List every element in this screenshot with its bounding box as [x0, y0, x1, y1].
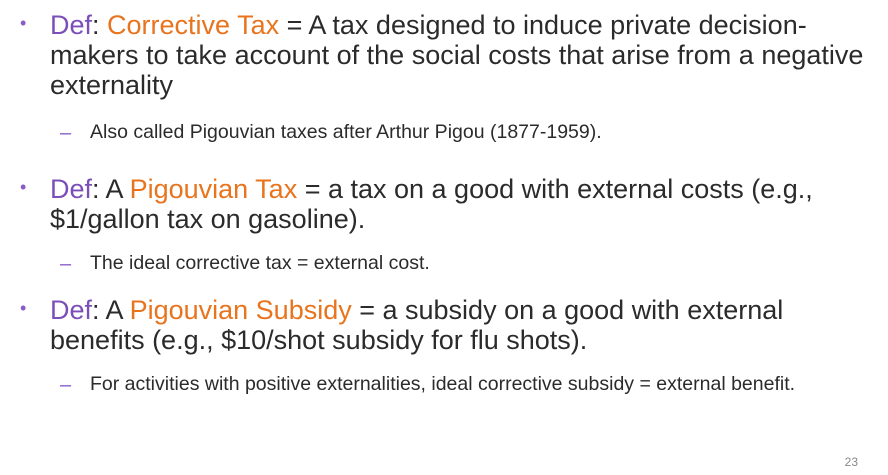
sub-dash: –	[60, 122, 72, 144]
definition-text: = a tax on a good with external costs (e…	[50, 174, 813, 234]
sub-dash: –	[60, 253, 72, 275]
bullet-dot: •	[20, 298, 27, 318]
bullet-text: Def: A Pigouvian Tax = a tax on a good w…	[50, 174, 870, 234]
def-label: Def	[50, 174, 93, 204]
bullet-dot: •	[20, 13, 27, 33]
def-label: Def	[50, 10, 93, 40]
sub-text: For activities with positive externaliti…	[90, 373, 796, 395]
bullet-text: Def: Corrective Tax = A tax designed to …	[50, 10, 870, 100]
definition-text: = a subsidy on a good with external bene…	[50, 295, 784, 355]
term-corrective-tax: Corrective Tax	[107, 10, 280, 40]
sub-text: Also called Pigouvian taxes after Arthur…	[90, 121, 602, 143]
page-number: 23	[844, 455, 858, 469]
term-pigouvian-subsidy: Pigouvian Subsidy	[129, 295, 352, 325]
definition-text: = A tax designed to induce private decis…	[50, 10, 864, 100]
bullet-dot: •	[20, 177, 27, 197]
def-label: Def	[50, 295, 93, 325]
term-pigouvian-tax: Pigouvian Tax	[129, 174, 298, 204]
sub-dash: –	[60, 374, 72, 396]
def-colon: :	[92, 10, 108, 40]
sub-text: The ideal corrective tax = external cost…	[90, 252, 430, 274]
bullet-text: Def: A Pigouvian Subsidy = a subsidy on …	[50, 295, 870, 355]
def-colon: : A	[92, 295, 130, 325]
def-colon: : A	[92, 174, 130, 204]
